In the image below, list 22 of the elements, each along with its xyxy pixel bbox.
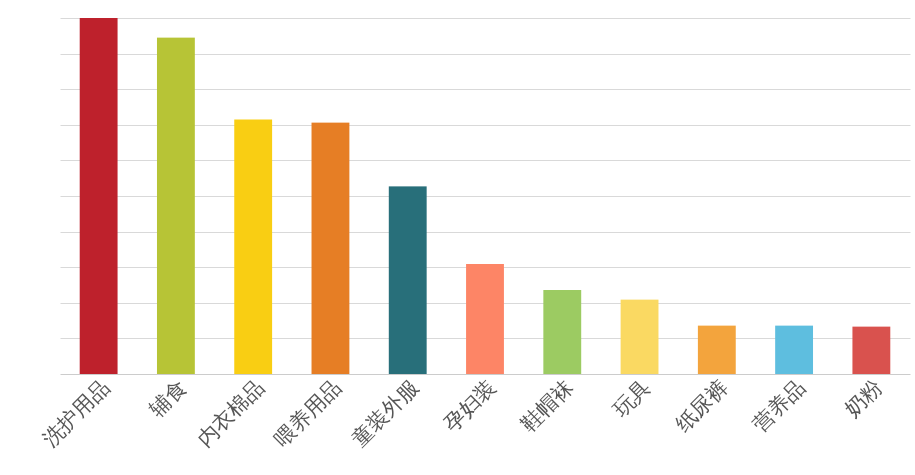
bar bbox=[543, 290, 582, 374]
bar bbox=[852, 326, 890, 374]
x-tick-label: 洗护用品 bbox=[38, 375, 114, 452]
x-tick-label: 营养品 bbox=[748, 375, 810, 437]
bar bbox=[466, 264, 504, 374]
x-tick-label: 纸尿裤 bbox=[670, 375, 732, 437]
bar bbox=[80, 18, 118, 374]
x-tick-label: 内衣棉品 bbox=[192, 375, 269, 452]
bar bbox=[775, 326, 814, 374]
bar bbox=[620, 300, 658, 374]
bar bbox=[698, 326, 736, 374]
x-tick-label: 奶粉 bbox=[840, 375, 887, 422]
bar bbox=[234, 119, 272, 374]
x-tick-label: 鞋帽袜 bbox=[516, 375, 578, 437]
bar bbox=[156, 38, 195, 374]
x-tick-label: 玩具 bbox=[608, 375, 656, 422]
x-tick-label: 辅食 bbox=[144, 375, 192, 422]
x-tick-label: 喂养用品 bbox=[270, 375, 346, 452]
bar bbox=[312, 122, 350, 374]
x-tick-label: 童装外服 bbox=[346, 375, 424, 452]
x-tick-label: 孕妇装 bbox=[439, 375, 501, 437]
bar bbox=[388, 186, 427, 374]
